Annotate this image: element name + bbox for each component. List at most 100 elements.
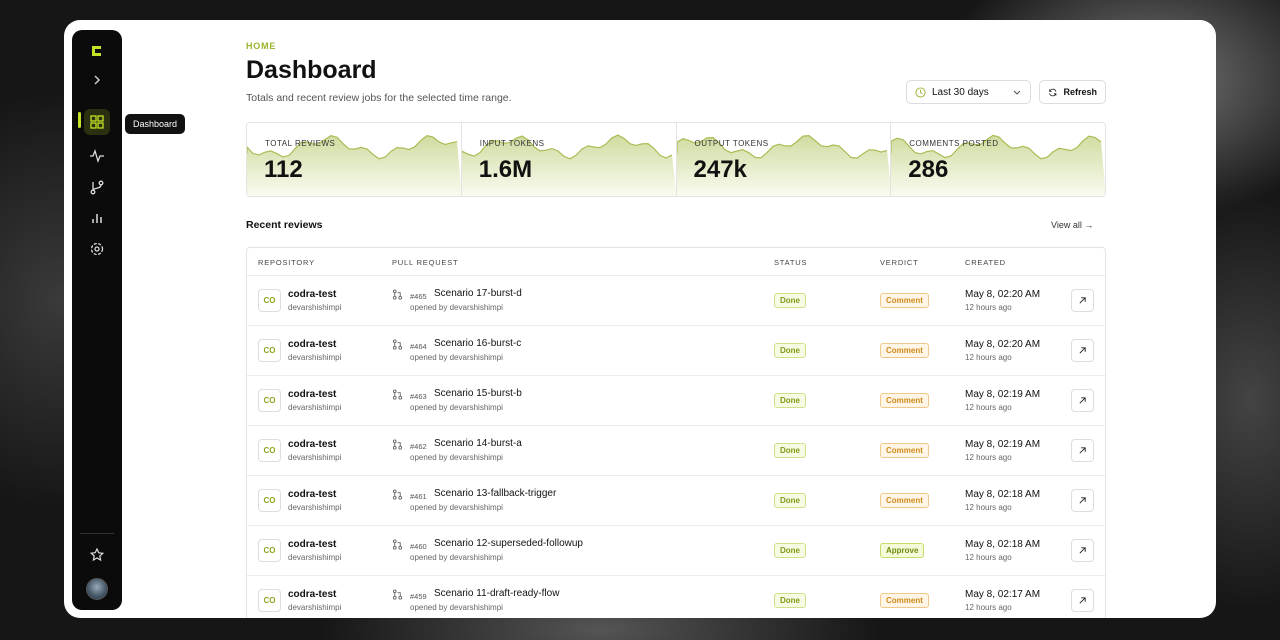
pr-number: #464 bbox=[410, 342, 427, 351]
pr-title[interactable]: Scenario 13-fallback-trigger bbox=[434, 488, 557, 499]
active-indicator bbox=[78, 112, 81, 128]
created-time: May 8, 02:19 AM bbox=[965, 439, 1041, 450]
sparkline bbox=[461, 134, 676, 196]
created-ago: 12 hours ago bbox=[965, 303, 1012, 312]
user-avatar[interactable] bbox=[86, 578, 108, 600]
range-select[interactable]: Last 30 days bbox=[906, 80, 1031, 104]
open-button[interactable] bbox=[1071, 589, 1094, 612]
range-label: Last 30 days bbox=[932, 86, 989, 98]
repo-owner: devarshishimpi bbox=[288, 353, 342, 362]
expand-button[interactable] bbox=[89, 72, 105, 88]
column-header: PULL REQUEST bbox=[392, 258, 459, 267]
created-time: May 8, 02:20 AM bbox=[965, 339, 1041, 350]
arrow-icon bbox=[1079, 397, 1086, 404]
branches-nav[interactable] bbox=[89, 179, 105, 195]
review-row[interactable]: CO codra-test devarshishimpi #461 Scenar… bbox=[247, 475, 1105, 525]
sparkline bbox=[676, 134, 891, 196]
status-badge: Done bbox=[774, 293, 806, 308]
verdict-badge: Comment bbox=[880, 393, 929, 408]
open-button[interactable] bbox=[1071, 289, 1094, 312]
verdict-badge: Comment bbox=[880, 593, 929, 608]
repo-owner: devarshishimpi bbox=[288, 303, 342, 312]
created-time: May 8, 02:20 AM bbox=[965, 289, 1041, 300]
created-ago: 12 hours ago bbox=[965, 603, 1012, 612]
repo-name: codra-test bbox=[288, 489, 337, 500]
pr-icon bbox=[392, 439, 403, 450]
stat-card: INPUT TOKENS 1.6M bbox=[461, 123, 677, 196]
sidebar bbox=[72, 30, 122, 610]
repo-avatar: CO bbox=[258, 589, 281, 612]
arrow-icon bbox=[1079, 347, 1086, 354]
arrow-icon bbox=[1079, 447, 1086, 454]
column-header: VERDICT bbox=[880, 258, 919, 267]
repo-avatar: CO bbox=[258, 339, 281, 362]
open-button[interactable] bbox=[1071, 489, 1094, 512]
pr-icon bbox=[392, 539, 403, 550]
stat-label: TOTAL REVIEWS bbox=[265, 139, 336, 148]
repo-avatar: CO bbox=[258, 439, 281, 462]
column-header: STATUS bbox=[774, 258, 808, 267]
review-row[interactable]: CO codra-test devarshishimpi #459 Scenar… bbox=[247, 575, 1105, 618]
repo-name: codra-test bbox=[288, 439, 337, 450]
sparkline bbox=[891, 134, 1105, 196]
repo-name: codra-test bbox=[288, 389, 337, 400]
pr-icon bbox=[392, 589, 403, 600]
repo-avatar: CO bbox=[258, 539, 281, 562]
stats-row: TOTAL REVIEWS 112 INPUT TOKENS 1.6M OUTP… bbox=[246, 122, 1106, 197]
favorites-nav[interactable] bbox=[89, 547, 105, 563]
created-ago: 12 hours ago bbox=[965, 453, 1012, 462]
review-row[interactable]: CO codra-test devarshishimpi #462 Scenar… bbox=[247, 425, 1105, 475]
open-button[interactable] bbox=[1071, 389, 1094, 412]
pr-author: opened by devarshishimpi bbox=[410, 353, 503, 362]
open-button[interactable] bbox=[1071, 539, 1094, 562]
stat-value: 112 bbox=[264, 156, 303, 183]
refresh-button[interactable]: Refresh bbox=[1039, 80, 1106, 104]
open-button[interactable] bbox=[1071, 339, 1094, 362]
reviews-table: REPOSITORY PULL REQUEST STATUS VERDICT CREAT… bbox=[246, 247, 1106, 618]
pr-title[interactable]: Scenario 12-superseded-followup bbox=[434, 538, 583, 549]
repo-avatar: CO bbox=[258, 489, 281, 512]
stat-label: INPUT TOKENS bbox=[479, 139, 545, 148]
pr-title[interactable]: Scenario 17-burst-d bbox=[434, 288, 522, 299]
view-all-label: View all bbox=[1051, 220, 1082, 230]
activity-nav[interactable] bbox=[89, 148, 105, 164]
review-row[interactable]: CO codra-test devarshishimpi #465 Scenar… bbox=[247, 275, 1105, 325]
arrow-icon bbox=[1079, 497, 1086, 504]
arrow-icon bbox=[1079, 547, 1086, 554]
status-badge: Done bbox=[774, 343, 806, 358]
page-title: Dashboard bbox=[246, 56, 377, 84]
stat-label: OUTPUT TOKENS bbox=[694, 139, 769, 148]
chevron bbox=[1013, 90, 1021, 95]
review-row[interactable]: CO codra-test devarshishimpi #460 Scenar… bbox=[247, 525, 1105, 575]
stat-card: OUTPUT TOKENS 247k bbox=[676, 123, 892, 196]
analytics-nav[interactable] bbox=[89, 210, 105, 226]
pr-title[interactable]: Scenario 15-burst-b bbox=[434, 388, 522, 399]
column-header: CREATED bbox=[965, 258, 1006, 267]
repo-owner: devarshishimpi bbox=[288, 503, 342, 512]
active-highlight bbox=[84, 109, 110, 135]
pr-icon bbox=[392, 339, 403, 350]
repo-avatar: CO bbox=[258, 389, 281, 412]
review-row[interactable]: CO codra-test devarshishimpi #464 Scenar… bbox=[247, 325, 1105, 375]
pr-title[interactable]: Scenario 11-draft-ready-flow bbox=[434, 588, 560, 599]
open-button[interactable] bbox=[1071, 439, 1094, 462]
settings-nav[interactable] bbox=[89, 241, 105, 257]
pr-icon bbox=[392, 289, 403, 300]
review-row[interactable]: CO codra-test devarshishimpi #463 Scenar… bbox=[247, 375, 1105, 425]
pr-title[interactable]: Scenario 14-burst-a bbox=[434, 438, 522, 449]
dashboard-nav[interactable] bbox=[89, 114, 105, 130]
column-header: REPOSITORY bbox=[258, 258, 315, 267]
status-badge: Done bbox=[774, 543, 806, 558]
pr-title[interactable]: Scenario 16-burst-c bbox=[434, 338, 522, 349]
page-subtitle: Totals and recent review jobs for the se… bbox=[246, 92, 512, 104]
stat-value: 286 bbox=[908, 156, 949, 183]
stat-card: TOTAL REVIEWS 112 bbox=[247, 123, 462, 196]
breadcrumb[interactable]: HOME bbox=[246, 41, 277, 51]
refresh-label: Refresh bbox=[1063, 87, 1097, 97]
view-all-link[interactable]: View all → bbox=[1051, 220, 1094, 230]
stat-value: 247k bbox=[693, 156, 747, 183]
arrow-icon bbox=[1079, 597, 1086, 604]
created-time: May 8, 02:17 AM bbox=[965, 589, 1041, 600]
